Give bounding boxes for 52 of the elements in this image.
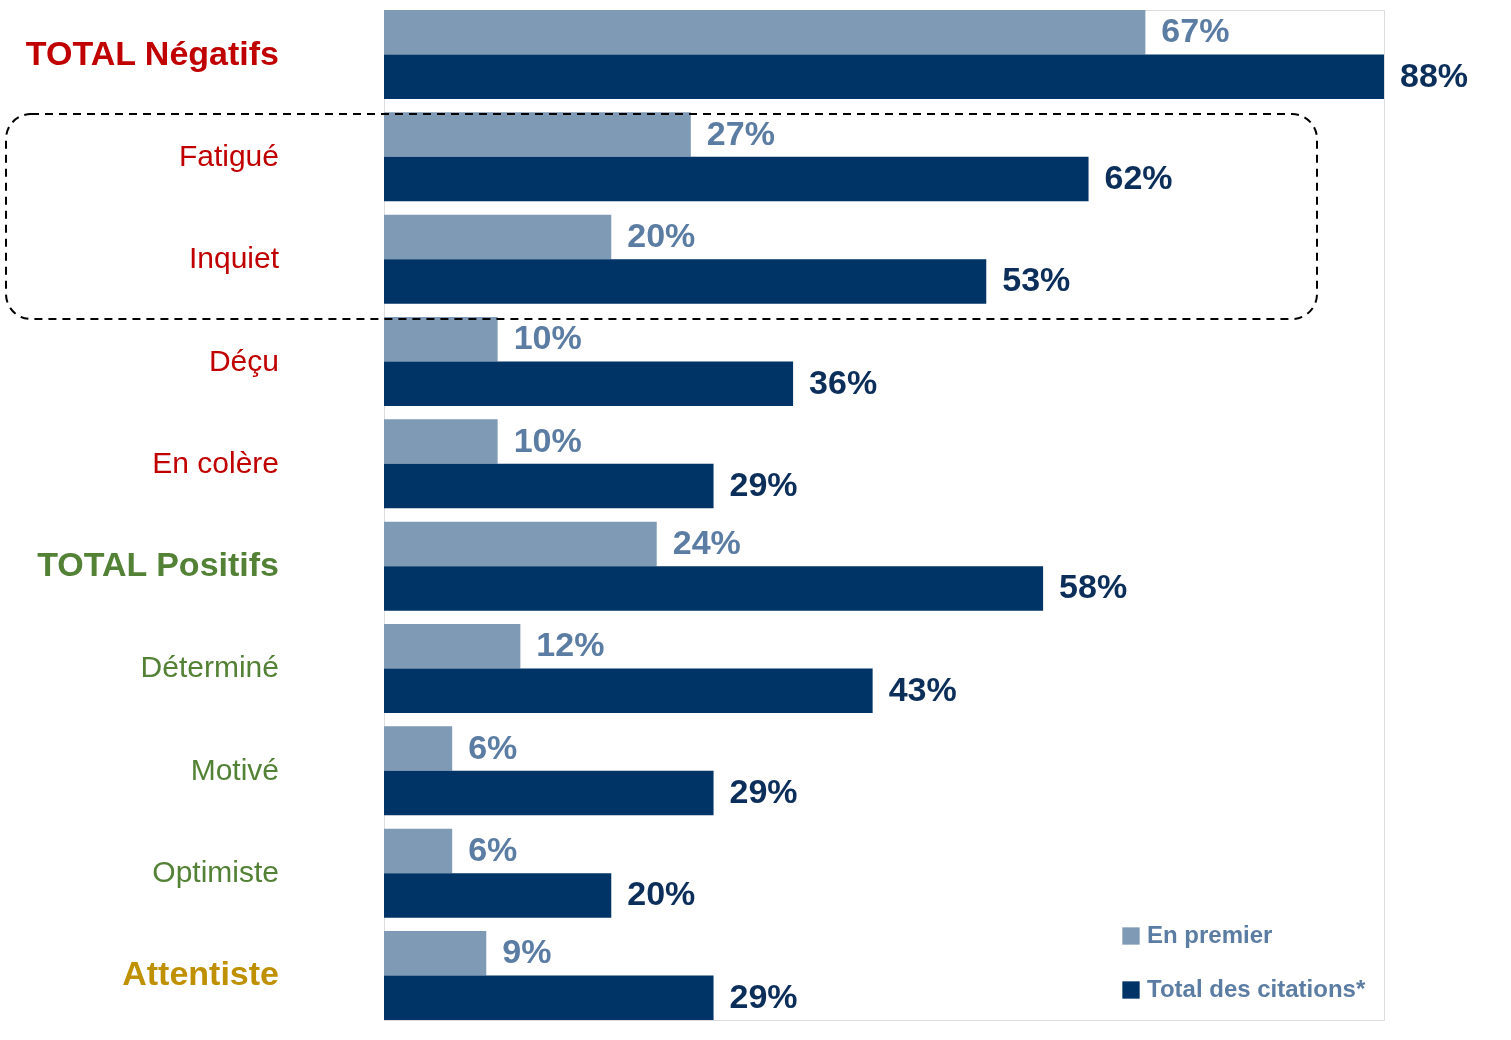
data-label: 12%	[536, 625, 605, 664]
data-label: 6%	[468, 727, 518, 766]
y-tick-label: Attentiste	[122, 954, 279, 993]
y-tick-label: Déterminé	[140, 650, 279, 684]
data-label: 53%	[1002, 260, 1071, 299]
bar	[384, 566, 1044, 611]
y-tick-label: Optimiste	[152, 855, 279, 889]
bar	[384, 668, 873, 714]
data-label: 58%	[1059, 567, 1128, 606]
data-label: 10%	[513, 420, 582, 459]
data-label: 36%	[809, 362, 878, 401]
data-label: 20%	[627, 215, 696, 254]
data-label: 27%	[706, 113, 775, 152]
bar	[384, 112, 691, 157]
data-label: 29%	[729, 772, 798, 811]
bar	[384, 623, 521, 669]
y-tick-label: Fatigué	[178, 138, 279, 172]
y-tick-label: TOTAL Négatifs	[25, 33, 279, 72]
bar	[384, 975, 714, 1020]
bar	[384, 54, 1384, 100]
y-tick-label: Déçu	[208, 343, 279, 377]
bar	[384, 463, 714, 509]
legend-label: En premier	[1147, 921, 1273, 948]
data-label: 29%	[729, 976, 798, 1015]
y-tick-label: En colère	[152, 445, 279, 479]
bar	[384, 726, 453, 771]
bar	[384, 828, 453, 874]
bar	[384, 316, 498, 362]
bar	[384, 361, 794, 407]
data-label: 24%	[672, 522, 741, 561]
data-label: 20%	[627, 874, 696, 913]
data-label: 29%	[729, 465, 798, 504]
bar	[384, 156, 1089, 202]
bar	[384, 930, 487, 976]
legend-label: Total des citations*	[1147, 975, 1366, 1002]
y-tick-label: Inquiet	[188, 241, 280, 275]
data-label: 88%	[1400, 55, 1469, 94]
y-tick-label: TOTAL Positifs	[37, 545, 279, 584]
data-label: 9%	[502, 932, 552, 971]
bar	[384, 770, 714, 816]
data-label: 62%	[1104, 158, 1173, 197]
bar	[384, 873, 612, 918]
bar	[384, 214, 612, 260]
data-label: 10%	[513, 318, 582, 357]
bar	[384, 521, 657, 567]
data-label: 67%	[1161, 11, 1230, 50]
y-tick-label: Motivé	[190, 752, 279, 786]
data-label: 6%	[468, 829, 518, 868]
bar	[384, 10, 1146, 55]
bar	[384, 419, 498, 464]
bar	[384, 259, 987, 304]
data-label: 43%	[888, 669, 957, 708]
